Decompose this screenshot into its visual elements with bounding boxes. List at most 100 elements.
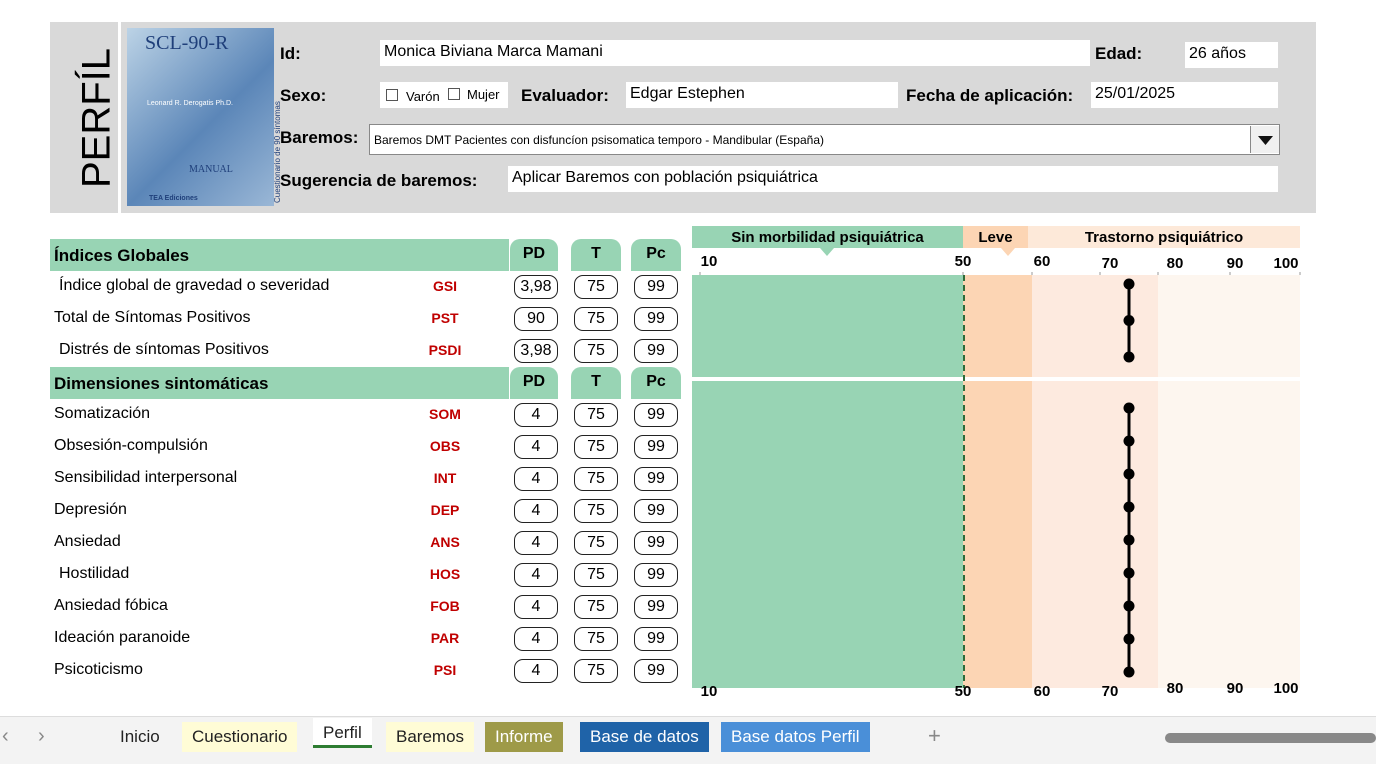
scale-tick-label: 90 bbox=[1227, 680, 1244, 697]
score-cell: 99 bbox=[634, 403, 678, 427]
column-header: Pc bbox=[631, 367, 681, 399]
scale-tick-label: 50 bbox=[955, 683, 972, 700]
score-cell: 99 bbox=[634, 467, 678, 491]
sexo-field: Varón Mujer bbox=[380, 82, 508, 108]
checkbox[interactable] bbox=[386, 89, 398, 101]
row-code: ANS bbox=[430, 534, 460, 550]
score-cell: 75 bbox=[574, 531, 618, 555]
zone-label: Sin morbilidad psiquiátrica bbox=[731, 229, 924, 246]
sheet-tab[interactable]: Inicio bbox=[120, 727, 160, 746]
id-field[interactable]: Monica Biviana Marca Mamani bbox=[380, 40, 1090, 66]
sugerencia-label: Sugerencia de baremos: bbox=[280, 171, 478, 190]
scale-tick-label: 60 bbox=[1034, 683, 1051, 700]
row-name: Sensibilidad interpersonal bbox=[54, 469, 238, 486]
edad-field[interactable]: 26 años bbox=[1185, 42, 1278, 68]
profile-dot bbox=[1123, 315, 1135, 326]
mujer-label: Mujer bbox=[467, 87, 500, 102]
dropdown-button[interactable] bbox=[1250, 126, 1279, 153]
score-cell: 99 bbox=[634, 531, 678, 555]
zone-pointer bbox=[1001, 248, 1015, 256]
score-cell: 4 bbox=[514, 627, 558, 651]
scale-tick-label: 10 bbox=[701, 253, 718, 270]
profile-dot bbox=[1123, 666, 1135, 678]
row-code: OBS bbox=[429, 438, 461, 454]
profile-dot bbox=[1123, 567, 1135, 579]
sheet-tab[interactable]: Cuestionario bbox=[182, 722, 298, 752]
evaluador-field[interactable]: Edgar Estephen bbox=[626, 82, 898, 108]
score-cell: 4 bbox=[514, 467, 558, 491]
profile-dot bbox=[1123, 351, 1135, 363]
scale-tick-label: 10 bbox=[701, 683, 718, 700]
baremos-label: Baremos: bbox=[280, 128, 359, 147]
row-name: Somatización bbox=[54, 405, 151, 422]
score-cell: 75 bbox=[574, 563, 618, 587]
id-label: Id: bbox=[280, 44, 301, 63]
score-cell: 99 bbox=[634, 659, 678, 683]
sheet-tab[interactable]: Base datos Perfil bbox=[721, 722, 870, 752]
sheet-tab[interactable]: Informe bbox=[485, 722, 563, 752]
sugerencia-field[interactable]: Aplicar Baremos con población psiquiátri… bbox=[508, 166, 1278, 192]
separator bbox=[118, 22, 121, 213]
row-code: PSDI bbox=[428, 342, 462, 358]
row-name: Ansiedad fóbica bbox=[54, 597, 168, 614]
score-cell: 4 bbox=[514, 435, 558, 459]
profile-dot bbox=[1123, 534, 1135, 546]
score-cell: 75 bbox=[574, 339, 618, 363]
row-name: Ansiedad bbox=[54, 533, 121, 550]
evaluador-label: Evaluador: bbox=[521, 86, 609, 105]
row-code: DEP bbox=[430, 502, 460, 518]
row-name: Total de Síntomas Positivos bbox=[54, 309, 251, 326]
row-name: Índice global de gravedad o severidad bbox=[59, 277, 330, 294]
score-cell: 99 bbox=[634, 595, 678, 619]
scale-tick-label: 80 bbox=[1167, 680, 1184, 697]
profile-dot bbox=[1123, 600, 1135, 612]
sheet-tab[interactable]: Perfil bbox=[313, 718, 372, 748]
row-code: FOB bbox=[430, 598, 460, 614]
score-cell: 99 bbox=[634, 435, 678, 459]
row-name: Obsesión-compulsión bbox=[54, 437, 208, 454]
row-code: PST bbox=[431, 310, 459, 326]
zone-area bbox=[692, 381, 963, 688]
scale-tick-label: 100 bbox=[1273, 255, 1298, 272]
score-cell: 4 bbox=[514, 403, 558, 427]
sheet-tab[interactable]: Baremos bbox=[386, 722, 475, 752]
next-sheet[interactable]: › bbox=[38, 725, 45, 747]
row-name: Depresión bbox=[54, 501, 127, 518]
score-cell: 99 bbox=[634, 563, 678, 587]
score-cell: 75 bbox=[574, 659, 618, 683]
sheet-tab[interactable]: Base de datos bbox=[580, 722, 709, 752]
score-cell: 75 bbox=[574, 307, 618, 331]
row-code: GSI bbox=[432, 278, 458, 294]
profile-dot bbox=[1123, 501, 1135, 513]
edad-label: Edad: bbox=[1095, 44, 1143, 63]
score-cell: 99 bbox=[634, 307, 678, 331]
row-name: Distrés de síntomas Positivos bbox=[59, 341, 269, 358]
zone-area bbox=[963, 381, 1032, 688]
scale-tick-label: 60 bbox=[1034, 253, 1051, 270]
zone-area bbox=[1032, 381, 1158, 688]
section-header: Índices Globales bbox=[50, 239, 509, 271]
baremos-select[interactable]: Baremos DMT Pacientes con disfuncíon psi… bbox=[369, 124, 1280, 155]
zone-area bbox=[1158, 381, 1300, 688]
scale-tick-label: 90 bbox=[1227, 255, 1244, 272]
zone-header bbox=[1028, 226, 1300, 248]
row-name: Psicoticismo bbox=[54, 661, 143, 678]
profile-dot bbox=[1123, 633, 1135, 645]
scale-tick-label: 100 bbox=[1273, 680, 1298, 697]
scale-tick-label: 70 bbox=[1102, 255, 1119, 272]
score-cell: 4 bbox=[514, 499, 558, 523]
checkbox[interactable] bbox=[448, 88, 460, 100]
row-code: HOS bbox=[429, 566, 461, 582]
sexo-label: Sexo: bbox=[280, 86, 327, 105]
add-sheet[interactable]: + bbox=[928, 723, 941, 748]
fecha-field[interactable]: 25/01/2025 bbox=[1091, 82, 1278, 108]
zone-area bbox=[1158, 275, 1300, 377]
logo-author: Leonard R. Derogatis Ph.D. bbox=[147, 100, 233, 107]
logo-manual: MANUAL bbox=[189, 164, 233, 175]
profile-chart: Sin morbilidad psiquiátrica Leve Trastorno… bbox=[692, 226, 1301, 700]
profile-dot bbox=[1123, 435, 1135, 447]
zone-area bbox=[692, 275, 963, 377]
prev-sheet[interactable]: ‹ bbox=[2, 725, 9, 747]
scrollbar[interactable] bbox=[1165, 733, 1376, 743]
